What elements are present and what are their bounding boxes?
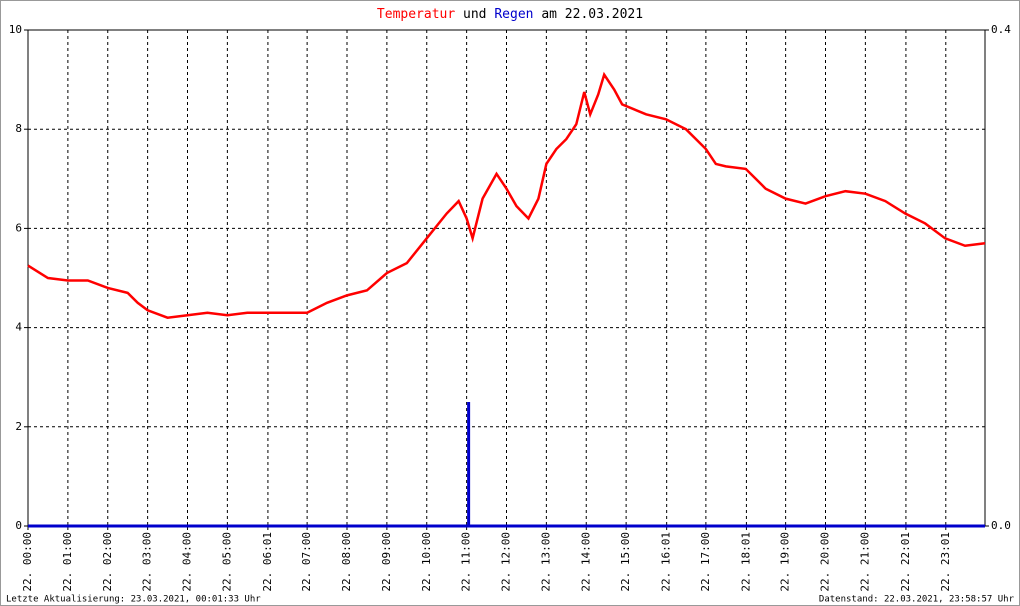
y-tick-label: 6 (15, 221, 22, 234)
x-tick-label: 22. 05:00 (220, 532, 233, 592)
x-tick-label: 22. 13:00 (539, 532, 552, 592)
x-tick-label: 22. 11:00 (460, 532, 473, 592)
temperature-line (27, 71, 986, 319)
chart-title: Temperatur und Regen am 22.03.2021 (377, 7, 643, 22)
x-tick-label: 22. 09:00 (380, 532, 393, 592)
x-tick-label: 22. 10:00 (420, 532, 433, 592)
x-tick-label: 22. 18:01 (739, 532, 752, 592)
y2-tick-label: 0.0 (991, 519, 1011, 532)
x-tick-label: 22. 22:01 (899, 532, 912, 592)
footer-right: Datenstand: 22.03.2021, 23:58:57 Uhr (819, 595, 1015, 605)
x-tick-label: 22. 03:00 (141, 532, 154, 592)
title-temp: Temperatur (377, 7, 455, 22)
x-tick-label: 22. 08:00 (340, 532, 353, 592)
x-tick-label: 22. 00:00 (21, 532, 34, 592)
y-tick-label: 0 (15, 519, 22, 532)
x-tick-label: 22. 06:01 (261, 532, 274, 592)
x-tick-label: 22. 02:00 (101, 532, 114, 592)
y2-tick-label: 0.4 (991, 23, 1011, 36)
rain-bar (467, 402, 471, 526)
x-tick-label: 22. 23:01 (939, 532, 952, 592)
y-tick-label: 4 (15, 321, 22, 334)
y-tick-label: 2 (15, 420, 22, 433)
footer-left: Letzte Aktualisierung: 23.03.2021, 00:01… (6, 595, 261, 605)
x-tick-label: 22. 07:00 (300, 532, 313, 592)
title-rain: Regen (494, 7, 533, 22)
title-part: und (463, 7, 486, 22)
x-tick-label: 22. 20:00 (819, 532, 832, 592)
x-tick-label: 22. 19:00 (779, 532, 792, 592)
x-tick-label: 22. 16:01 (660, 532, 673, 592)
title-part: am 22.03.2021 (541, 7, 643, 22)
y-tick-label: 10 (9, 23, 22, 36)
x-tick-label: 22. 15:00 (619, 532, 632, 592)
x-tick-label: 22. 12:00 (500, 532, 513, 592)
x-tick-label: 22. 04:00 (181, 532, 194, 592)
y-tick-label: 8 (15, 122, 22, 135)
x-tick-label: 22. 21:00 (858, 532, 871, 592)
x-tick-label: 22. 17:00 (699, 532, 712, 592)
x-tick-label: 22. 01:00 (61, 532, 74, 592)
x-tick-label: 22. 14:00 (579, 532, 592, 592)
